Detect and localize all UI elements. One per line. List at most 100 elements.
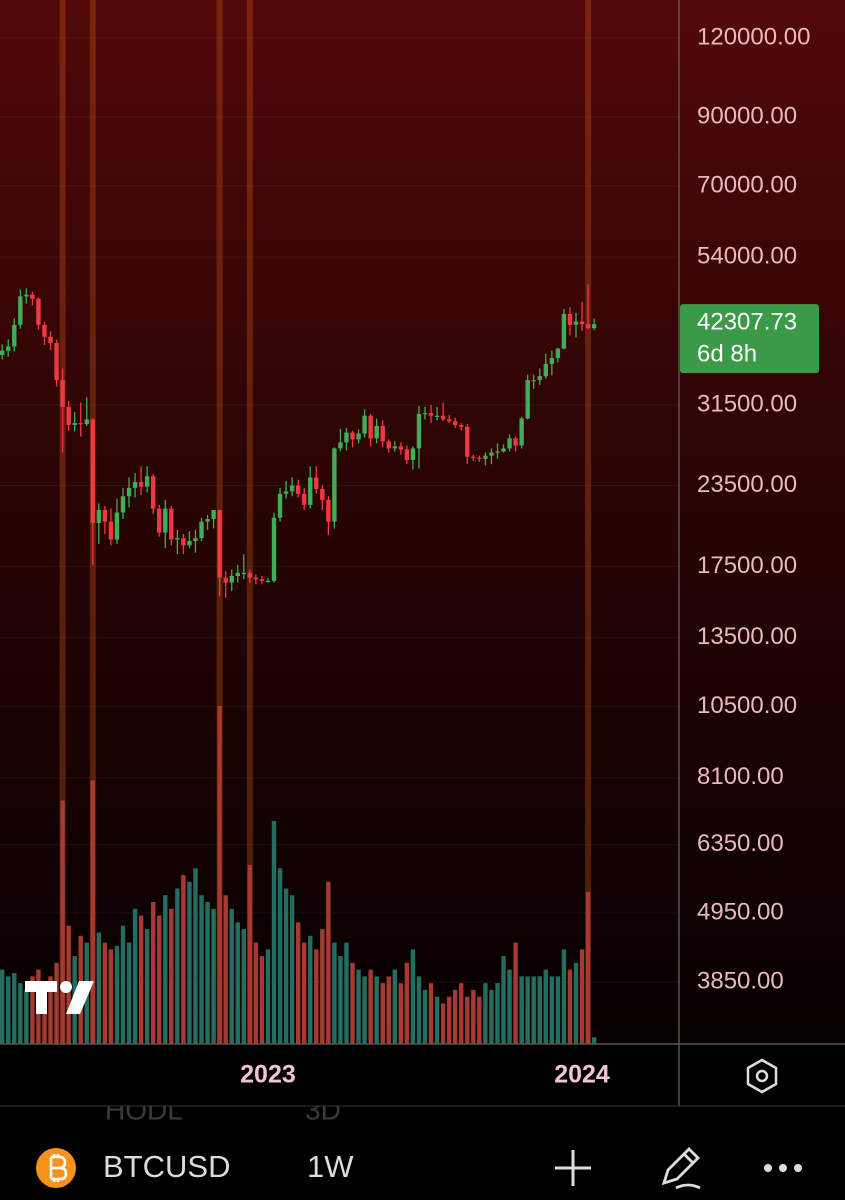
volume-bar [350,962,355,1044]
volume-bar [362,976,367,1044]
symbol[interactable]: BTCUSD [103,1149,230,1184]
candle-body [368,415,373,439]
volume-bar [96,932,102,1044]
volume-bar [465,996,470,1044]
volume-bar [283,888,289,1044]
candle-body [199,521,204,539]
candle-body [223,577,228,583]
volume-bar [344,942,349,1044]
candle-body [320,489,325,500]
y-tick-label: 4950.00 [697,898,784,925]
volume-bar [326,881,331,1044]
volume-bar [211,908,216,1044]
candle-body [96,509,102,523]
volume-bar [591,1037,597,1044]
volume-bar [356,969,361,1044]
symbol-icon[interactable] [36,1148,76,1188]
volume-bar [314,949,319,1044]
candle-body [422,413,428,415]
volume-bar [543,969,548,1044]
volume-bar [12,973,17,1044]
volume-bar [459,983,464,1044]
candle-body [356,433,361,440]
candle-body [6,346,11,351]
volume-bar [398,983,404,1044]
candle-body [108,521,114,540]
volume-bar [253,942,259,1044]
candle-body [350,432,355,440]
candle-body [30,294,35,299]
candle-body [138,482,144,487]
volume-bar [205,902,210,1044]
candle-body [247,572,253,578]
tab[interactable]: HODL [105,1094,183,1125]
candle-body [18,296,23,325]
candle-body [151,476,156,509]
volume-bar [302,942,307,1044]
candle-body [585,324,591,329]
volume-bar [446,996,452,1044]
volume-bar [332,942,337,1044]
candle-body [120,496,126,513]
candle-body [525,380,530,419]
candle-body [54,342,59,381]
volume-bar [120,925,126,1044]
volume-bar [561,949,567,1044]
candle-body [181,538,186,546]
volume-bar [241,929,246,1044]
candle-body [453,421,458,425]
volume-bar [60,800,65,1044]
volume-bar [555,976,561,1044]
x-tick-label: 2023 [240,1061,296,1089]
candle-body [398,446,404,450]
candle-body [289,485,295,492]
volume-bar [259,956,265,1044]
volume-bar [308,935,313,1044]
volume-bar [223,895,228,1044]
volume-bar [489,989,494,1044]
volume-bar [320,929,325,1044]
interval[interactable]: 1W [307,1149,354,1184]
y-tick-label: 70000.00 [697,171,797,198]
candle-body [265,580,271,583]
candle-body [543,363,548,377]
volume-bar [114,945,120,1044]
candle-body [465,426,470,457]
add-button[interactable] [555,1150,591,1186]
y-tick-label: 31500.00 [697,390,797,417]
countdown-label: 6d 8h [697,340,757,367]
candle-body [561,313,567,349]
last-price-label: 42307.73 [697,308,797,335]
candle-body [501,448,506,452]
axes: 120000.00 90000.00 70000.00 54000.00 31500.0… [240,23,819,1089]
candle-body [132,482,138,488]
candle-body [326,499,331,522]
volume-bar [471,989,476,1044]
volume-bar [144,929,150,1044]
candle-body [416,413,422,449]
highlight-stripe [59,0,66,1044]
candle-body [477,457,482,459]
highlight-stripe [585,0,592,1044]
candle-body [434,415,440,417]
candle-body [163,508,168,533]
candle-body [308,477,313,505]
tab[interactable]: 3D [305,1094,341,1125]
more-button[interactable] [764,1164,802,1172]
volume-bar [132,908,138,1044]
candle-body [193,538,198,541]
candle-body [78,423,83,425]
candle-body [36,298,41,325]
draw-button[interactable] [661,1147,701,1190]
candle-body [0,350,5,356]
candle-body [144,476,150,487]
settings-button[interactable] [746,1058,778,1094]
volume-bar [30,976,35,1044]
y-tick-label: 90000.00 [697,102,797,129]
volume-bar [585,891,591,1044]
candle-body [253,577,259,580]
candle-body [495,451,500,453]
candle-body [332,448,337,522]
logo [25,981,94,1014]
